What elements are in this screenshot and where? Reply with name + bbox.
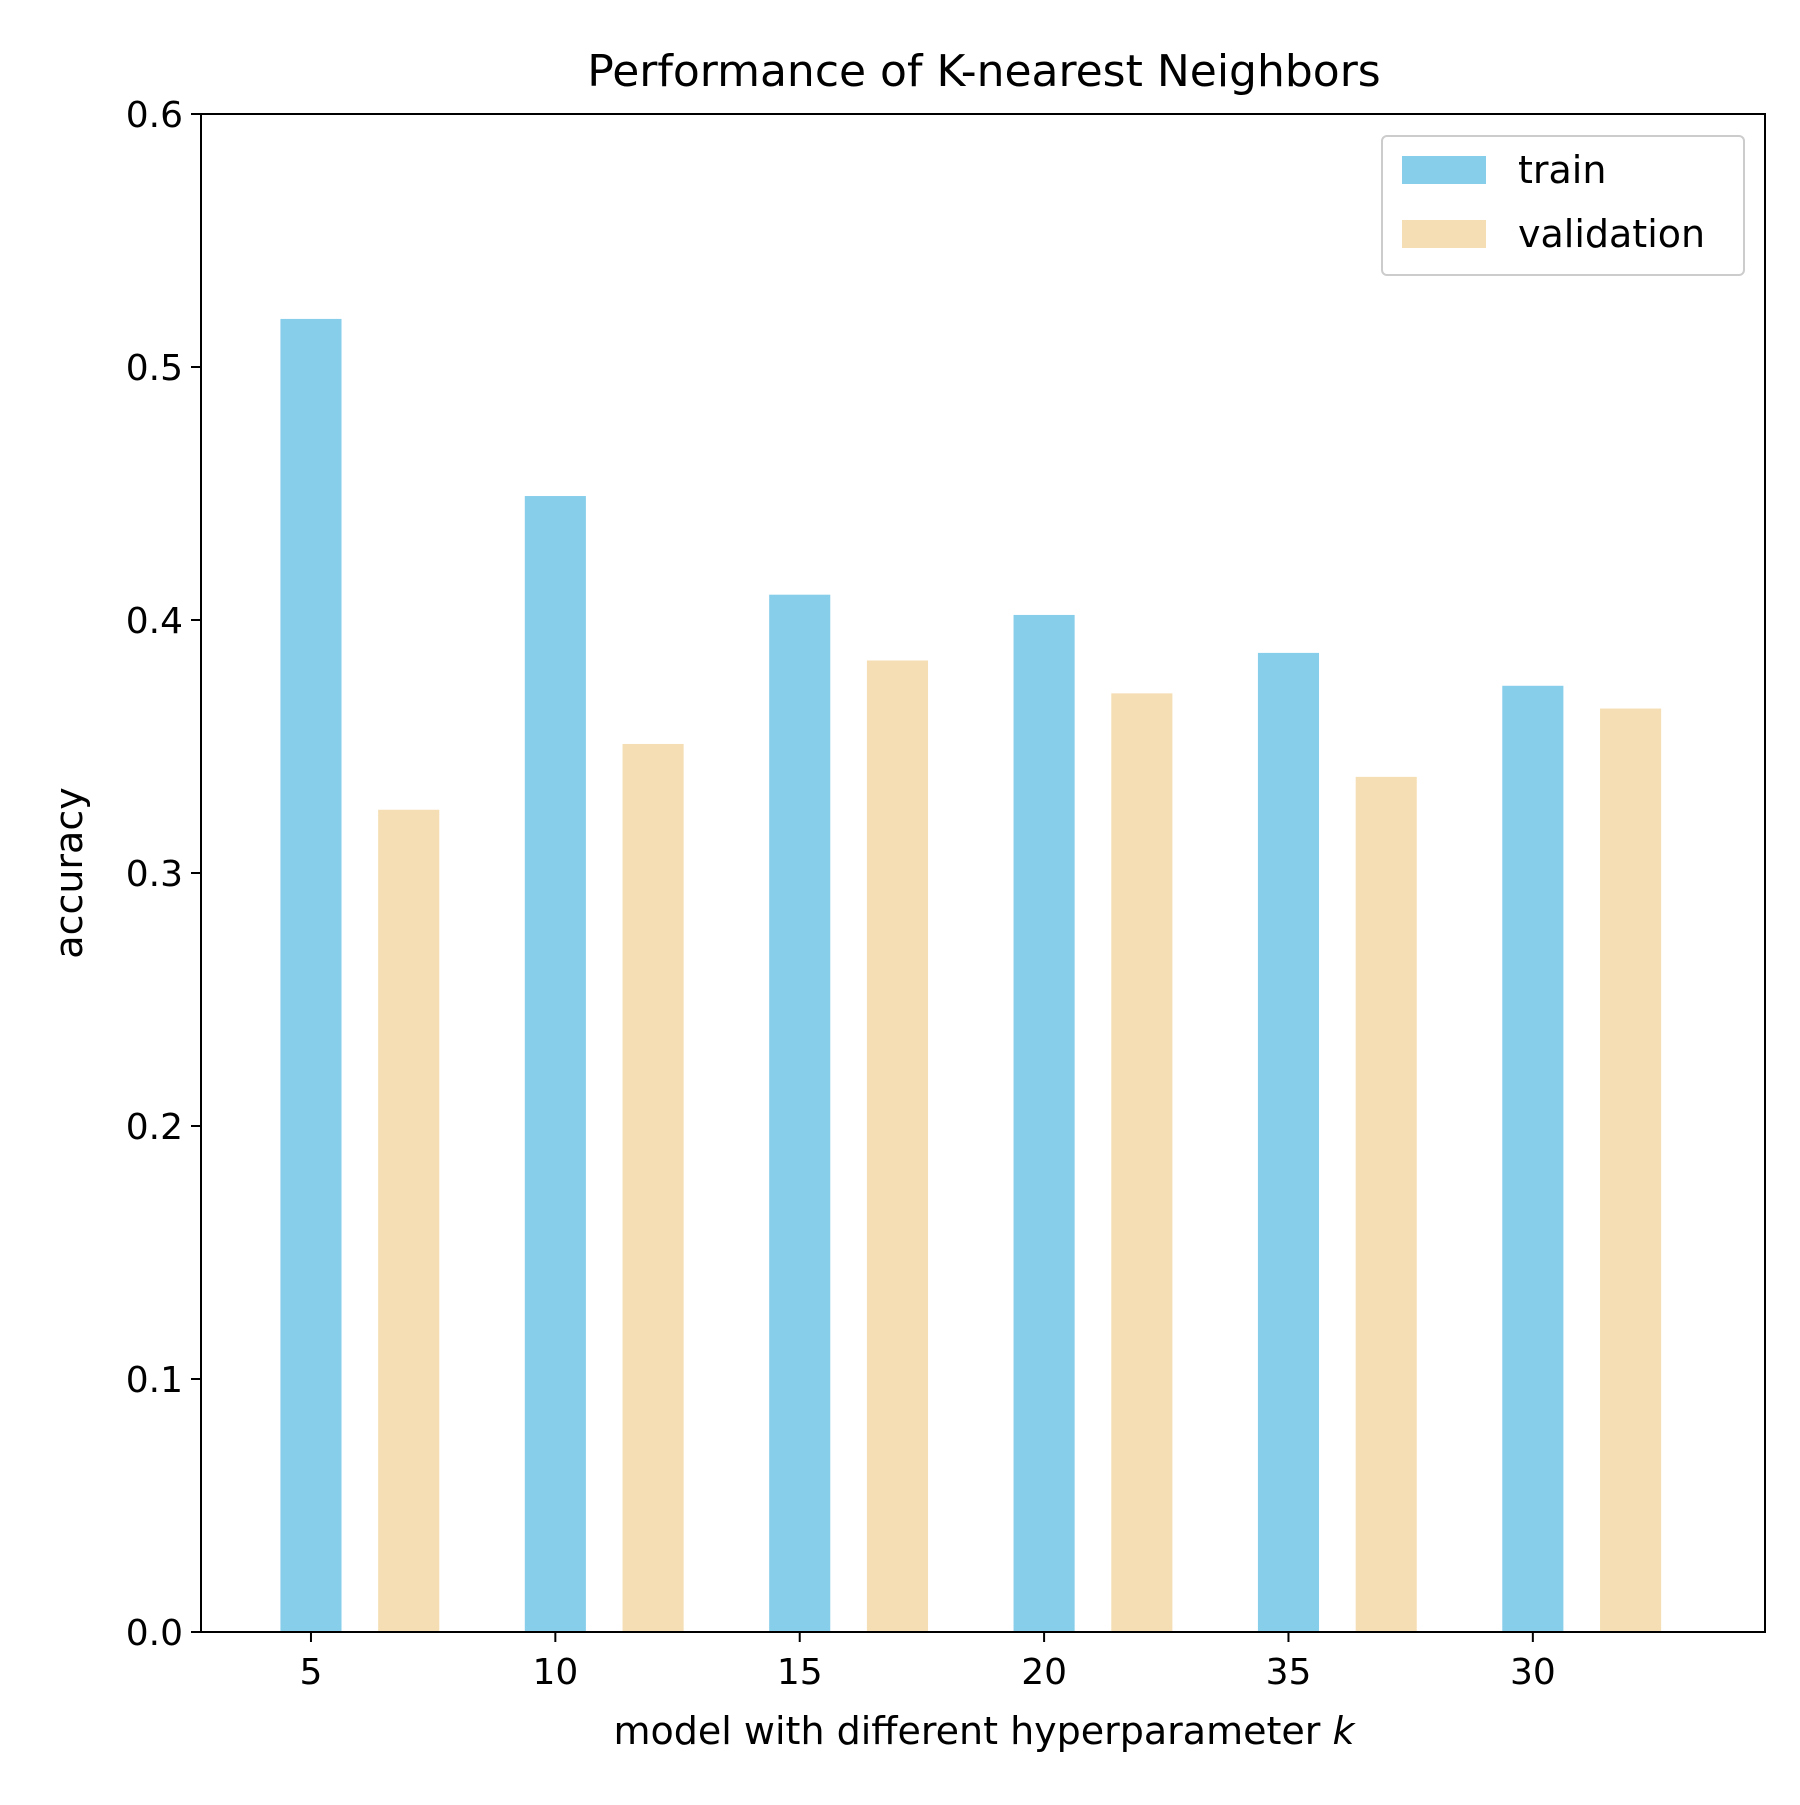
y-tick-label: 0.0 [126, 1613, 183, 1654]
y-axis: 0.0 0.1 0.2 0.3 0.4 0.5 0.6 [126, 95, 201, 1654]
bar-validation-35 [1355, 776, 1417, 1632]
bar-train-35 [1257, 652, 1320, 1632]
y-tick-label: 0.6 [126, 95, 183, 136]
bar-validation-5 [378, 809, 440, 1632]
bar-validation-10 [622, 743, 684, 1632]
x-axis-label-variable: k [1332, 1709, 1356, 1753]
x-tick-label: 20 [1021, 1652, 1067, 1693]
bars-group [280, 318, 1662, 1633]
x-tick-label: 30 [1510, 1652, 1556, 1693]
bar-validation-30 [1600, 708, 1662, 1632]
y-tick-label: 0.3 [126, 854, 183, 895]
x-axis-label: model with different hyperparameter k [614, 1709, 1357, 1753]
x-axis: 5 10 15 20 35 30 [300, 1632, 1556, 1693]
y-tick-label: 0.2 [126, 1107, 183, 1148]
x-tick-label: 15 [777, 1652, 823, 1693]
y-axis-label: accuracy [47, 787, 91, 958]
bar-validation-15 [866, 660, 929, 1632]
y-tick-label: 0.4 [126, 601, 183, 642]
bar-train-10 [524, 496, 586, 1632]
legend-swatch-train [1402, 156, 1486, 184]
x-tick-label: 35 [1266, 1652, 1312, 1693]
legend-label-train: train [1518, 148, 1606, 192]
bar-train-5 [280, 318, 342, 1633]
legend: train validation [1381, 135, 1745, 276]
x-tick-label: 5 [300, 1652, 323, 1693]
x-tick-label: 10 [532, 1652, 578, 1693]
legend-label-validation: validation [1518, 212, 1705, 256]
chart-title: Performance of K-nearest Neighbors [587, 46, 1380, 97]
bar-train-20 [1013, 614, 1075, 1632]
y-tick-label: 0.1 [126, 1360, 183, 1401]
legend-swatch-validation [1402, 220, 1486, 248]
x-axis-label-text: model with different hyperparameter [614, 1709, 1333, 1753]
bar-validation-20 [1111, 693, 1173, 1632]
bar-train-15 [769, 594, 831, 1633]
y-tick-label: 0.5 [126, 348, 183, 389]
bar-train-30 [1502, 685, 1564, 1632]
